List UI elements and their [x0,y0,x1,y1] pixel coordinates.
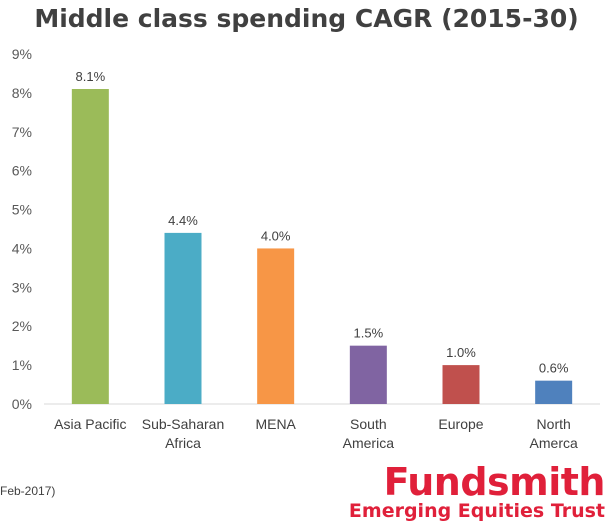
chart-plot: 0% 1% 2% 3% 4% 5% 6% 7% 8% 9% 8.1% 4.4% 4.0% 1.5% 1.0… [12,46,600,451]
y-tick-label: 1% [12,357,32,373]
bar [257,248,295,404]
bar [535,380,573,404]
category-label: Sub-Saharan Africa [142,416,225,451]
data-label: 4.0% [261,228,291,243]
data-label: 0.6% [539,361,569,376]
y-tick-label: 2% [12,318,32,334]
y-tick-label: 4% [12,240,32,256]
brand-logo-subtitle: Emerging Equities Trust [348,500,605,522]
bars-group [71,89,573,404]
y-tick-label: 3% [12,279,32,295]
data-label: 1.0% [446,345,476,360]
y-tick-label: 9% [12,46,32,62]
y-tick-label: 0% [12,396,32,412]
bar [164,232,202,404]
category-label: South America [343,416,395,451]
data-label: 4.4% [168,213,198,228]
y-axis: 0% 1% 2% 3% 4% 5% 6% 7% 8% 9% [12,46,32,412]
data-label: 8.1% [76,69,106,84]
category-label: Europe [438,416,483,432]
x-axis: Asia Pacific Sub-Saharan Africa MENA South Am… [54,416,578,451]
data-labels-group: 8.1% 4.4% 4.0% 1.5% 1.0% 0.6% [76,69,569,376]
category-label: North Amerca [530,416,578,451]
data-label: 1.5% [354,326,384,341]
y-tick-label: 7% [12,124,32,140]
y-tick-label: 5% [12,202,32,218]
bar [71,89,109,404]
y-tick-label: 6% [12,163,32,179]
category-label: MENA [255,416,296,432]
bar [349,345,387,404]
category-label: Asia Pacific [54,416,126,432]
source-note: Feb-2017) [0,484,56,498]
chart-title: Middle class spending CAGR (2015-30) [34,4,579,33]
brand-logo-name: Fundsmith [383,460,606,504]
bar [442,365,480,404]
y-tick-label: 8% [12,85,32,101]
